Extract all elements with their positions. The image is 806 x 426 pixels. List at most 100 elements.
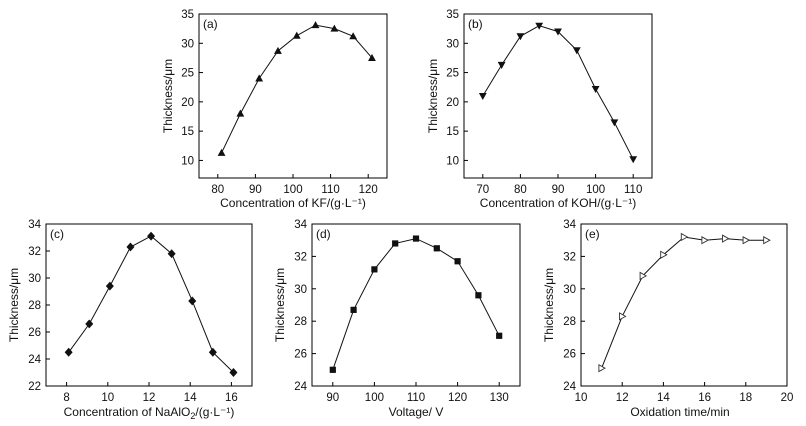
panel-b-x-tick-label-2: 90 xyxy=(552,184,565,196)
panel-a-x-tick-label-2: 100 xyxy=(283,184,302,196)
panel-b-point-7 xyxy=(610,119,619,127)
panel-b-x-tick-label-4: 110 xyxy=(624,184,642,196)
panel-e: (e) 10 12 14 16 18 20 24 26 28 30 32 34 Oxidation … xyxy=(542,219,793,419)
panel-a-y-ticks: 10 15 20 25 30 35 xyxy=(181,9,203,167)
panel-b-point-4 xyxy=(554,28,562,36)
panel-b-point-5 xyxy=(572,47,581,55)
panel-e-point-2 xyxy=(639,271,648,281)
panel-a-point-3 xyxy=(274,46,282,54)
panel-c: (c) 8 10 12 14 16 22 24 26 28 30 32 34 Concentrati… xyxy=(7,219,253,421)
panel-e-x-tick-label-3: 16 xyxy=(698,392,711,404)
panel-a-point-2 xyxy=(255,74,264,82)
panel-e-point-4 xyxy=(680,232,689,242)
panel-a-x-tick-label-1: 90 xyxy=(249,184,262,196)
panel-a-series-line xyxy=(221,24,373,154)
panel-a-tag: (a) xyxy=(203,17,218,31)
panel-a-point-6 xyxy=(330,24,339,32)
panel-e-x-ticks: 10 12 14 16 18 20 xyxy=(575,382,794,404)
panel-b-x-tick-label-3: 100 xyxy=(586,184,605,196)
panel-e-point-0 xyxy=(598,364,606,373)
panel-b-series-line xyxy=(482,25,634,160)
panel-c-y-tick-label-1: 24 xyxy=(28,354,41,366)
panel-c-x-tick-label-3: 14 xyxy=(184,392,197,404)
panel-e-y-tick-label-0: 24 xyxy=(563,381,576,393)
panel-e-y-tick-label-2: 28 xyxy=(563,316,576,328)
panel-a-point-8 xyxy=(368,53,376,61)
panel-c-x-tick-label-4: 16 xyxy=(225,392,238,404)
panel-a-x-ticks: 80 90 100 110 120 xyxy=(211,174,378,196)
panel-e-y-label: Thickness/μm xyxy=(542,268,556,342)
panel-d-series-line xyxy=(332,238,500,370)
panel-d-point-6 xyxy=(454,258,461,265)
panel-a-point-5 xyxy=(311,21,320,29)
panel-c-x-tick-label-1: 10 xyxy=(101,392,114,404)
panel-e-y-tick-label-4: 32 xyxy=(563,251,576,263)
panel-c-point-0 xyxy=(64,347,73,357)
panel-a-x-tick-label-3: 110 xyxy=(321,184,339,196)
panel-e-x-tick-label-2: 14 xyxy=(657,392,670,404)
panel-d-x-tick-label-0: 90 xyxy=(326,392,339,404)
panel-d-point-7 xyxy=(475,292,482,299)
panel-a-x-label: Concentration of KF/(g·L⁻¹) xyxy=(220,196,366,210)
panel-e-point-3 xyxy=(660,250,668,259)
panel-e-x-label: Oxidation time/min xyxy=(630,405,729,419)
panel-b-x-label: Concentration of KOH/(g·L⁻¹) xyxy=(480,196,636,210)
panel-b: (b) 70 80 90 100 110 10 15 20 25 30 35 Concentrat… xyxy=(426,9,653,210)
panel-b-y-tick-label-4: 30 xyxy=(446,38,459,50)
panel-b-y-tick-label-1: 15 xyxy=(446,126,459,138)
panel-e-point-7 xyxy=(742,236,751,245)
panel-e-series xyxy=(598,232,771,373)
panel-c-x-ticks: 8 10 12 14 16 xyxy=(63,382,238,404)
panel-a-x-tick-label-4: 120 xyxy=(359,184,378,196)
panel-c-x-tick-label-2: 12 xyxy=(143,392,156,404)
panel-c-series-line xyxy=(68,235,234,373)
panel-d-x-tick-label-3: 120 xyxy=(448,392,467,404)
panel-e-point-8 xyxy=(763,236,771,245)
panel-d: (d) 90 100 110 120 130 24 26 28 30 32 34 Voltage/… xyxy=(273,219,521,419)
panel-b-tag: (b) xyxy=(468,17,483,31)
panel-d-y-tick-label-0: 24 xyxy=(294,381,307,393)
panel-c-y-tick-label-3: 28 xyxy=(28,300,41,312)
panel-e-point-6 xyxy=(722,234,730,243)
panel-d-point-4 xyxy=(412,235,420,242)
panel-c-point-8 xyxy=(229,368,238,377)
panel-d-y-tick-label-4: 32 xyxy=(294,251,307,263)
panel-a-point-0 xyxy=(217,148,226,156)
panel-d-point-0 xyxy=(329,366,336,373)
panel-e-point-1 xyxy=(619,312,627,321)
panel-e-x-tick-label-5: 20 xyxy=(781,392,794,404)
panel-a-series xyxy=(217,21,376,156)
panel-d-frame xyxy=(311,223,521,387)
panel-c-point-1 xyxy=(85,319,94,329)
panel-c-x-label: Concentration of NaAlO2/(g·L⁻¹) xyxy=(64,405,235,421)
panel-d-y-tick-label-3: 30 xyxy=(294,284,307,296)
panel-d-series xyxy=(329,235,503,373)
panel-e-series-line xyxy=(601,236,767,369)
panel-d-y-tick-label-2: 28 xyxy=(294,316,307,328)
panel-c-y-ticks: 22 24 26 28 30 32 34 xyxy=(28,219,50,393)
panel-d-x-tick-label-2: 110 xyxy=(407,392,425,404)
panel-a: (a) 80 90 100 110 120 10 15 20 25 30 35 Concentra… xyxy=(161,9,388,210)
panel-b-y-ticks: 10 15 20 25 30 35 xyxy=(446,9,468,167)
panel-c-frame xyxy=(45,223,253,387)
panel-e-y-ticks: 24 26 28 30 32 34 xyxy=(563,219,585,393)
panel-b-x-tick-label-0: 70 xyxy=(476,184,489,196)
panel-c-y-tick-label-5: 32 xyxy=(28,246,41,258)
panel-d-point-2 xyxy=(371,266,378,273)
panel-c-y-tick-label-6: 34 xyxy=(28,219,41,231)
panel-c-y-label: Thickness/μm xyxy=(7,268,21,342)
panel-c-point-7 xyxy=(208,347,217,357)
panel-b-point-6 xyxy=(591,85,600,93)
panel-d-x-ticks: 90 100 110 120 130 xyxy=(326,382,509,404)
panel-d-x-tick-label-4: 130 xyxy=(490,392,509,404)
panel-e-y-tick-label-1: 26 xyxy=(563,349,576,361)
panel-d-point-8 xyxy=(496,332,503,339)
panel-d-y-tick-label-5: 34 xyxy=(294,219,307,231)
panel-a-y-tick-label-1: 15 xyxy=(181,126,194,138)
panel-a-y-label: Thickness/μm xyxy=(161,59,175,133)
panel-a-point-7 xyxy=(349,32,358,40)
panel-b-point-0 xyxy=(478,92,487,101)
panel-c-x-label-rest: /(g·L⁻¹) xyxy=(195,405,234,419)
panel-b-point-1 xyxy=(497,61,506,69)
